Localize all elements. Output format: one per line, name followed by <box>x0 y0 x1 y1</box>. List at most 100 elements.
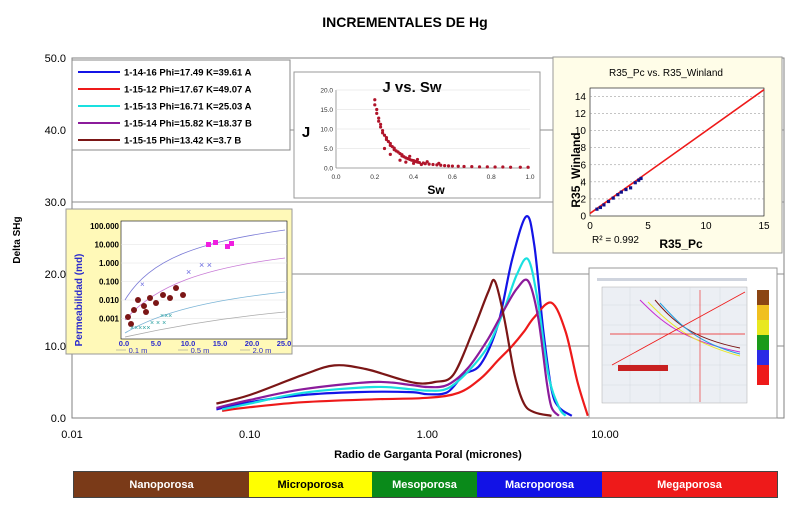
j-point <box>493 165 497 169</box>
r35-y-tick-label: 8 <box>580 143 586 154</box>
r35-point <box>606 199 611 204</box>
inset-r35-title: R35_Pc vs. R35_Winland <box>609 68 723 79</box>
perm-curve-label: 2.0 m <box>253 346 272 355</box>
inset-r35-ylabel: R35_Winland <box>569 132 583 207</box>
inset-capillary-thumbnail <box>588 267 778 419</box>
j-point <box>419 162 423 167</box>
j-point <box>375 107 379 112</box>
inset-j-ylabel: J <box>302 124 310 141</box>
r35-y-tick-label: 4 <box>580 177 586 188</box>
r35-point <box>611 196 615 200</box>
perm-x-tick-label: 5.0 <box>151 339 161 348</box>
main-y-axis-label: Delta SHg <box>12 216 23 263</box>
perm-curve-label: 0.5 m <box>191 346 210 355</box>
j-point <box>377 119 381 123</box>
perm-x-tick-label: 20.0 <box>245 339 260 348</box>
main-x-tick-label: 1.00 <box>417 429 438 441</box>
j-point <box>398 158 402 162</box>
j-point <box>446 164 451 168</box>
j-point <box>379 122 383 126</box>
svg-text:×: × <box>186 267 191 277</box>
main-x-tick-label: 10.00 <box>591 429 619 441</box>
j-y-tick-label: 15.0 <box>320 107 333 114</box>
legend-entry-3: 1-15-13 Phi=16.71 K=25.03 A <box>124 102 252 113</box>
j-point <box>431 162 435 167</box>
j-point <box>404 160 408 164</box>
perm-curve-label: 0.1 m <box>129 346 148 355</box>
j-point <box>501 165 505 169</box>
j-y-tick-label: 0.0 <box>324 166 333 173</box>
inset-j-vs-sw: J vs. Sw J Sw 0.0 5.0 10.0 15.0 20.0 0.0 0.2 0.… <box>293 71 541 199</box>
perm-y-tick-label: 100.000 <box>90 222 119 231</box>
pore-microporosa: Microporosa <box>249 472 372 497</box>
j-point <box>412 161 416 165</box>
r35-point <box>633 181 637 185</box>
perm-y-tick-label: 1.000 <box>99 259 120 268</box>
j-point <box>382 146 387 151</box>
inset-j-title: J vs. Sw <box>382 79 442 96</box>
pore-scale-bar: Nanoporosa Microporosa Mesoporosa Macrop… <box>73 471 778 498</box>
j-x-tick-label: 1.0 <box>525 174 534 181</box>
perm-x-tick-label: 25.0 <box>277 339 292 348</box>
j-x-tick-label: 0.0 <box>331 174 340 181</box>
r35-y-tick-label: 14 <box>575 92 587 103</box>
perm-points: × × × × ××××× × × × ××× <box>125 240 234 332</box>
r35-point <box>619 190 623 194</box>
svg-text:× ×: × × <box>199 260 212 270</box>
r35-y-tick-label: 0 <box>580 212 586 223</box>
r35-y-tick-label: 2 <box>580 194 586 205</box>
j-point <box>477 165 482 169</box>
main-series-group <box>216 215 589 417</box>
legend-entry-5: 1-15-15 Phi=13.42 K=3.7 B <box>124 136 241 147</box>
main-y-ticks: 0.0 10.0 20.0 30.0 40.0 50.0 <box>45 53 66 425</box>
main-x-ticks: 0.01 0.10 1.00 10.00 <box>61 429 618 441</box>
j-x-tick-label: 0.8 <box>487 174 496 181</box>
perm-y-tick-label: 10.000 <box>95 241 120 250</box>
r35-point <box>602 203 606 207</box>
main-x-axis-label: Radio de Garganta Poral (micrones) <box>334 449 522 461</box>
j-point <box>382 133 387 137</box>
inset-r35: R35_Pc vs. R35_Winland R35_Pc R35_Winlan… <box>552 56 783 254</box>
r35-x-tick-label: 15 <box>758 221 770 232</box>
perm-curves <box>124 229 286 338</box>
j-y-tick-label: 20.0 <box>320 88 333 95</box>
r35-trendline <box>589 89 765 215</box>
j-point <box>380 128 385 133</box>
inset-permeability: Permeabilidad (md) 100.000 10.000 1.000 0.1… <box>65 208 293 355</box>
j-point <box>427 162 431 166</box>
r35-y-tick-label: 10 <box>575 126 587 137</box>
series-line-4 <box>216 278 560 417</box>
main-y-tick-label: 40.0 <box>45 125 66 137</box>
r35-point <box>598 205 603 210</box>
main-y-tick-label: 10.0 <box>45 341 66 353</box>
r35-point <box>637 178 641 182</box>
j-point <box>462 164 466 169</box>
inset-r35-annotation: R² = 0.992 <box>592 235 639 246</box>
main-x-tick-label: 0.01 <box>61 429 82 441</box>
svg-text:× × ×: × × × <box>150 320 166 327</box>
j-point <box>470 165 474 169</box>
r35-point <box>629 186 633 190</box>
j-x-tick-label: 0.4 <box>409 174 418 181</box>
j-point <box>423 162 427 166</box>
legend-entry-1: 1-14-16 Phi=17.49 K=39.61 A <box>124 68 252 79</box>
svg-text:×××××: ××××× <box>130 325 150 332</box>
inset-perm-ylabel: Permeabilidad (md) <box>74 254 85 347</box>
chart-title: INCREMENTALES DE Hg <box>322 14 488 30</box>
r35-x-tick-label: 5 <box>645 221 651 232</box>
j-x-tick-label: 0.2 <box>370 174 379 181</box>
legend-entry-4: 1-15-14 Phi=15.82 K=18.37 B <box>124 119 252 130</box>
perm-x-tick-label: 10.0 <box>181 339 196 348</box>
inset-r35-xlabel: R35_Pc <box>659 237 703 251</box>
r35-point <box>595 207 599 211</box>
main-y-tick-label: 20.0 <box>45 269 66 281</box>
legend-entry-2: 1-15-12 Phi=17.67 K=49.07 A <box>124 85 252 96</box>
j-point <box>509 165 513 169</box>
j-point <box>437 161 441 165</box>
pore-nanoporosa: Nanoporosa <box>74 472 249 497</box>
j-point <box>386 139 390 144</box>
svg-text:×: × <box>140 280 145 289</box>
legend: 1-14-16 Phi=17.49 K=39.61 A 1-15-12 Phi=1… <box>71 59 291 151</box>
j-point <box>373 98 377 102</box>
j-point <box>485 165 489 169</box>
